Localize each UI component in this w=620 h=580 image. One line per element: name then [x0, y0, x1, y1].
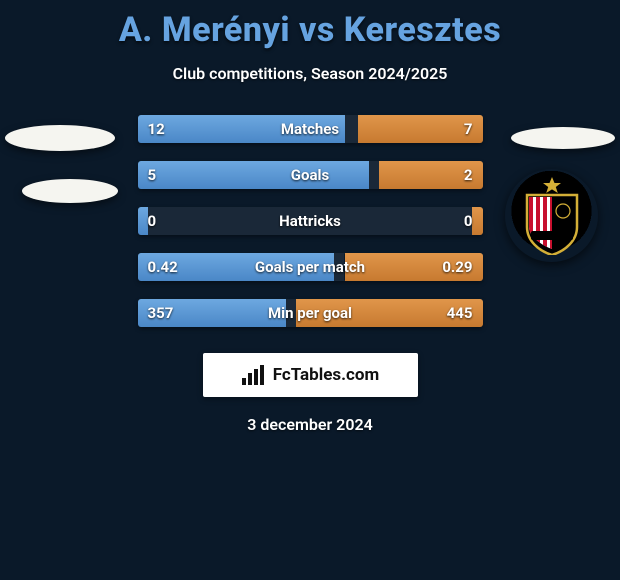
stat-rows-container: 127Matches 52Goals 00Hattricks 0.420.29Goal…	[138, 115, 483, 327]
stat-bar-gap	[369, 161, 379, 189]
club-badge-right	[505, 169, 598, 262]
stat-row: 0.420.29Goals per match	[138, 253, 483, 281]
stat-bar-right	[379, 161, 483, 189]
stat-bar-left	[138, 253, 335, 281]
stat-row: 00Hattricks	[138, 207, 483, 235]
stat-row: 52Goals	[138, 161, 483, 189]
player-right-avatar-placeholder	[511, 127, 615, 149]
stat-bar-right	[345, 253, 483, 281]
snapshot-date: 3 december 2024	[0, 415, 620, 434]
stat-bar-gap	[148, 207, 472, 235]
source-attribution[interactable]: FcTables.com	[203, 353, 418, 397]
stat-bar-left	[138, 299, 286, 327]
stat-bar-gap	[345, 115, 359, 143]
stat-bar-left	[138, 115, 345, 143]
stat-bar-gap	[286, 299, 296, 327]
stat-bar-right	[296, 299, 482, 327]
stat-bar-right	[358, 115, 482, 143]
stat-bar-gap	[334, 253, 344, 281]
shield-crest-icon	[517, 177, 587, 255]
brand-label: FcTables.com	[273, 365, 379, 385]
page-subtitle: Club competitions, Season 2024/2025	[0, 64, 620, 83]
bar-chart-icon	[241, 364, 267, 386]
stat-bar-left	[138, 161, 369, 189]
player-left-avatar-placeholder-2	[22, 179, 118, 203]
player-left-avatar-placeholder	[5, 125, 115, 151]
page-title: A. Merényi vs Keresztes	[0, 0, 620, 50]
stat-row: 127Matches	[138, 115, 483, 143]
stat-row: 357445Min per goal	[138, 299, 483, 327]
stat-bar-right	[472, 207, 482, 235]
comparison-panel: 127Matches 52Goals 00Hattricks 0.420.29Goal…	[0, 115, 620, 327]
stat-bar-left	[138, 207, 148, 235]
